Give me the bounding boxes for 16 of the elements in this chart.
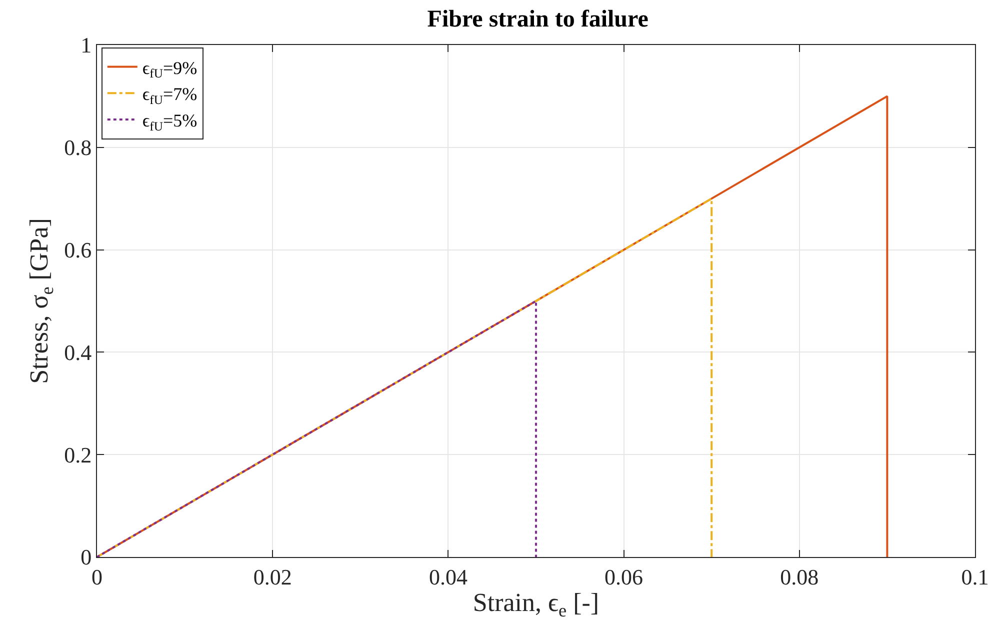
y-tick-label: 0 <box>80 544 92 570</box>
y-tick-label: 0.8 <box>64 135 92 160</box>
x-tick-label: 0.08 <box>780 564 819 590</box>
x-tick-label: 0.1 <box>961 564 989 590</box>
y-tick-label: 0.2 <box>64 442 92 468</box>
x-tick-label: 0.02 <box>253 564 292 590</box>
y-tick-label: 0.4 <box>64 340 92 365</box>
legend-label: ϵ$_{fU}$=7% <box>142 84 198 107</box>
y-tick-label: 1 <box>80 32 92 58</box>
legend-label: ϵ$_{fU}$=5% <box>142 110 198 134</box>
x-tick-label: 0.04 <box>428 564 468 590</box>
y-tick-label: 0.6 <box>64 238 92 262</box>
chart-title: Fibre strain to failure <box>427 6 649 32</box>
x-tick-label: 0.06 <box>604 564 644 590</box>
x-axis-title: Strain, ϵ$_{e}$ [-] <box>472 588 600 621</box>
legend-label: ϵ$_{fU}$=9% <box>142 58 198 81</box>
